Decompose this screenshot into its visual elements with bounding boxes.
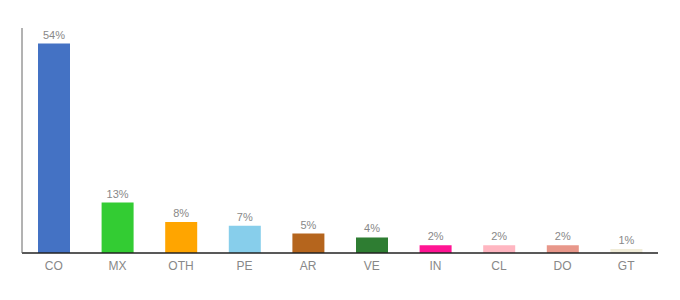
svg-text:VE: VE: [364, 259, 380, 273]
svg-text:PE: PE: [237, 259, 253, 273]
svg-text:CL: CL: [491, 259, 507, 273]
svg-text:AR: AR: [300, 259, 317, 273]
svg-text:DO: DO: [554, 259, 572, 273]
svg-text:13%: 13%: [107, 188, 129, 200]
svg-text:54%: 54%: [43, 29, 65, 41]
svg-text:8%: 8%: [173, 207, 189, 219]
svg-text:2%: 2%: [428, 230, 444, 242]
svg-text:OTH: OTH: [168, 259, 193, 273]
svg-text:2%: 2%: [555, 230, 571, 242]
svg-text:IN: IN: [429, 259, 441, 273]
svg-text:2%: 2%: [491, 230, 507, 242]
svg-text:5%: 5%: [300, 219, 316, 231]
svg-text:7%: 7%: [237, 211, 253, 223]
svg-text:MX: MX: [108, 259, 126, 273]
svg-text:4%: 4%: [364, 222, 380, 234]
svg-text:1%: 1%: [618, 234, 634, 246]
svg-text:GT: GT: [618, 259, 635, 273]
svg-text:CO: CO: [45, 259, 63, 273]
